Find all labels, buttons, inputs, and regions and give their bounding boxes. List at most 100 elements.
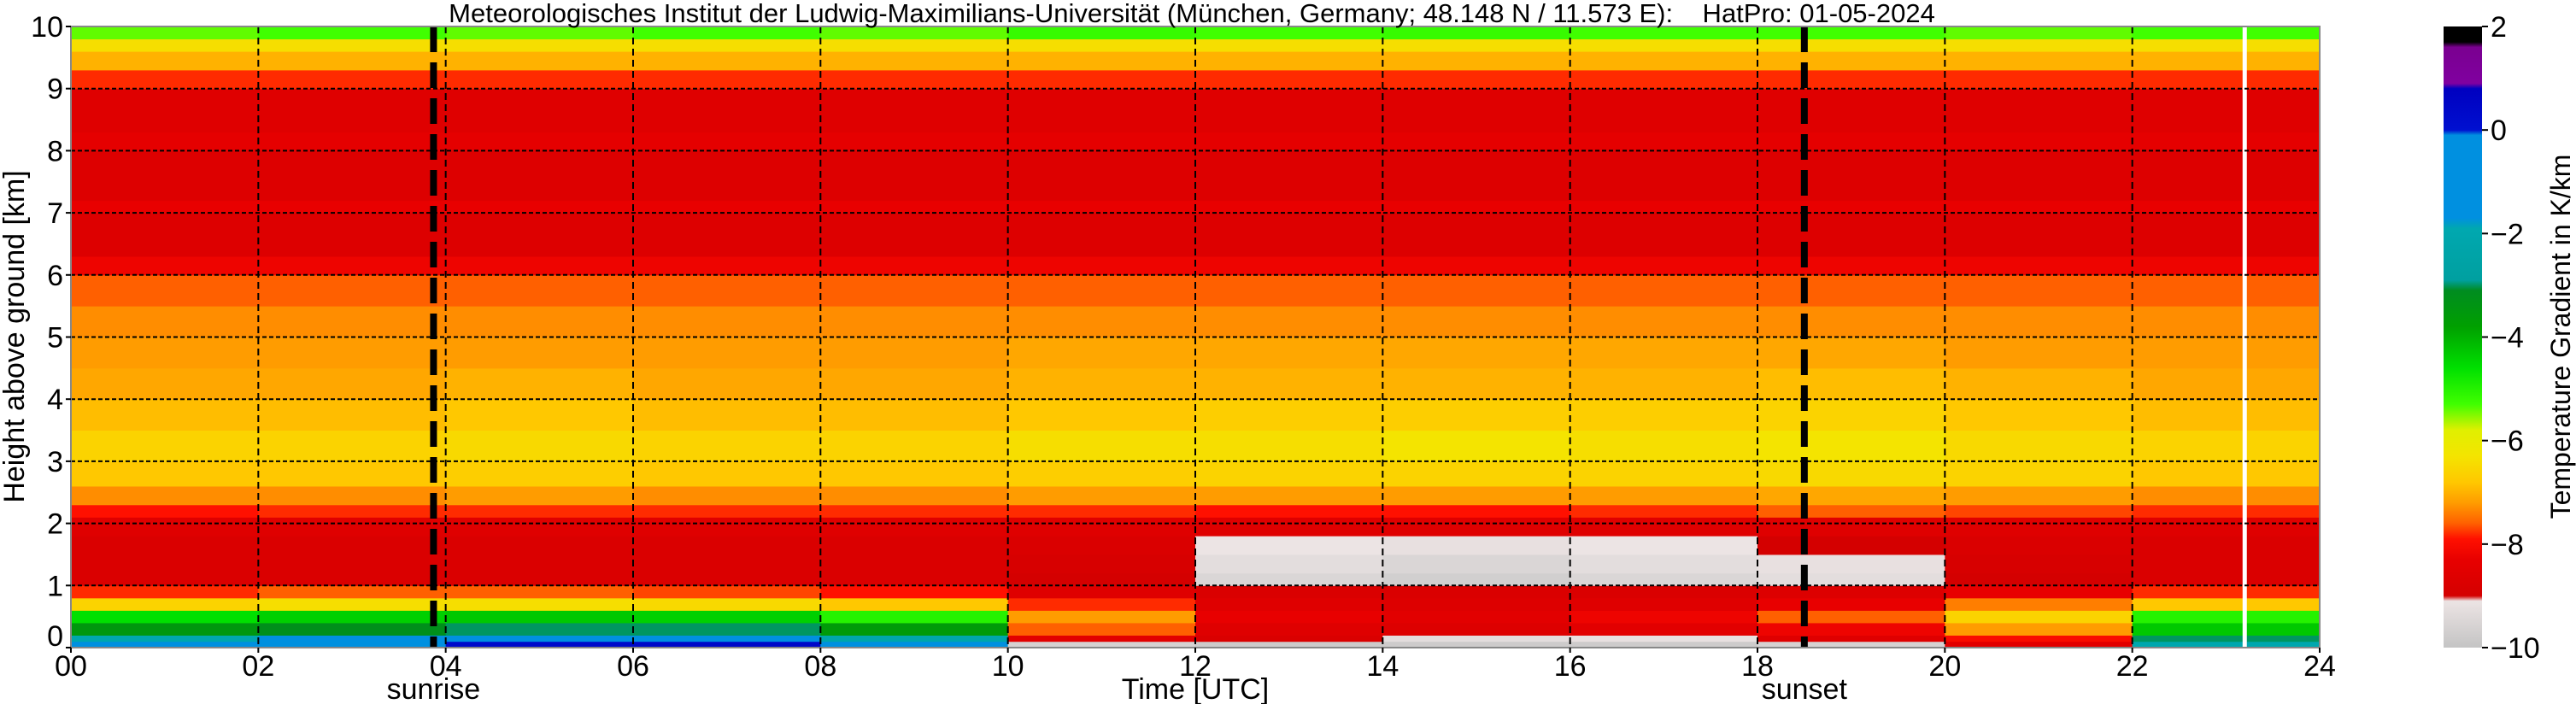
heatmap-cell — [633, 306, 821, 337]
heatmap-cell — [1570, 132, 1758, 151]
heatmap-cell — [820, 367, 1009, 400]
heatmap-cell — [258, 69, 447, 90]
heatmap-cell — [1007, 38, 1196, 52]
heatmap-cell — [1195, 69, 1383, 90]
heatmap-cell — [1945, 213, 2133, 257]
heatmap-cell — [1570, 517, 1758, 537]
heatmap-cell — [1195, 399, 1383, 431]
heatmap-cell — [1945, 635, 2133, 642]
heatmap-cell — [2132, 572, 2321, 586]
heatmap-cell — [1195, 367, 1383, 400]
heatmap-cell — [2132, 213, 2321, 257]
y-tick-label: 5 — [47, 322, 63, 355]
heatmap-cell — [1382, 635, 1571, 642]
sun-markers — [430, 26, 1808, 648]
heatmap-cell — [1382, 517, 1571, 537]
heatmap-cell — [1757, 306, 1945, 337]
heatmap-cell — [1757, 367, 1945, 400]
y-tick-label: 4 — [47, 384, 63, 416]
heatmap-cell — [1195, 554, 1383, 574]
heatmap-cell — [1570, 597, 1758, 611]
x-tick-label: 24 — [2303, 650, 2336, 683]
heatmap-cell — [258, 485, 447, 506]
heatmap-cell — [445, 610, 634, 624]
y-tick-label: 0 — [47, 620, 63, 653]
heatmap-cell — [1570, 554, 1758, 574]
heatmap-cell — [1007, 337, 1196, 369]
heatmap-cell — [633, 38, 821, 52]
heatmap-cell — [258, 367, 447, 400]
colorbar-ticks: 2 0 −2 −4 −6 −8 −10 — [2482, 11, 2540, 665]
heatmap-cell — [1382, 554, 1571, 574]
heatmap-cell — [1945, 337, 2133, 369]
heatmap-cell — [1945, 150, 2133, 202]
heatmap-cell — [1570, 274, 1758, 307]
heatmap-cell — [71, 430, 259, 462]
heatmap-cell — [71, 610, 259, 624]
chart-title: Meteorologisches Institut der Ludwig-Max… — [449, 0, 1935, 28]
heatmap-cell — [1570, 26, 1758, 40]
heatmap-cell — [2132, 38, 2321, 52]
colorbar-tick-label: −10 — [2491, 632, 2540, 665]
heatmap-cell — [1757, 461, 1945, 487]
heatmap-cell — [1570, 536, 1758, 555]
heatmap-cell — [1570, 635, 1758, 642]
heatmap-cell — [2132, 255, 2321, 276]
heatmap-cell — [633, 504, 821, 518]
heatmap-cell — [1570, 399, 1758, 431]
heatmap-cell — [445, 430, 634, 462]
heatmap-cell — [1382, 274, 1571, 307]
heatmap-cell — [71, 255, 259, 276]
y-tick-labels: 0 1 2 3 4 5 6 7 8 9 10 — [31, 11, 71, 653]
heatmap-cell — [71, 274, 259, 307]
heatmap-cell — [820, 572, 1009, 586]
heatmap-cell — [1570, 485, 1758, 506]
heatmap-cell — [1945, 274, 2133, 307]
heatmap-cell — [1382, 572, 1571, 586]
heatmap-cell — [1382, 610, 1571, 624]
heatmap-cell — [1007, 504, 1196, 518]
heatmap-cell — [633, 51, 821, 71]
heatmap-cell — [820, 485, 1009, 506]
colorbar-tick-label: −4 — [2491, 322, 2524, 355]
heatmap-cell — [445, 255, 634, 276]
heatmap-cell — [258, 572, 447, 586]
heatmap-cell — [1382, 367, 1571, 400]
heatmap-cell — [1195, 88, 1383, 133]
heatmap-cell — [820, 337, 1009, 369]
heatmap-cell — [1757, 485, 1945, 506]
heatmap-cell — [1570, 367, 1758, 400]
heatmap-cell — [820, 132, 1009, 151]
heatmap-cell — [2132, 399, 2321, 431]
x-tick-label: 06 — [617, 650, 649, 683]
heatmap-cell — [71, 597, 259, 611]
heatmap-cell — [1570, 200, 1758, 214]
heatmap-cell — [1945, 26, 2133, 40]
heatmap-cell — [71, 622, 259, 636]
heatmap-cell — [2132, 554, 2321, 574]
heatmap-cell — [258, 399, 447, 431]
heatmap-cell — [1195, 306, 1383, 337]
heatmap-cell — [258, 255, 447, 276]
heatmap-cell — [1945, 399, 2133, 431]
heatmap-cell — [71, 504, 259, 518]
heatmap-cell — [1945, 38, 2133, 52]
heatmap-cell — [820, 88, 1009, 133]
heatmap-cell — [1195, 641, 1383, 648]
x-tick-label: 20 — [1928, 650, 1961, 683]
heatmap-cell — [1945, 88, 2133, 133]
heatmap-cell — [71, 461, 259, 487]
heatmap-cell — [1007, 367, 1196, 400]
heatmap-cell — [71, 536, 259, 555]
heatmap-cell — [1195, 485, 1383, 506]
heatmap-cell — [1382, 430, 1571, 462]
heatmap-cell — [2132, 597, 2321, 611]
heatmap-cell — [1945, 367, 2133, 400]
heatmap-cell — [445, 274, 634, 307]
heatmap-cell — [258, 461, 447, 487]
heatmap-cell — [258, 274, 447, 307]
heatmap-cell — [1945, 461, 2133, 487]
heatmap-cell — [1195, 585, 1383, 599]
heatmap-cell — [445, 38, 634, 52]
heatmap-cell — [1570, 51, 1758, 71]
